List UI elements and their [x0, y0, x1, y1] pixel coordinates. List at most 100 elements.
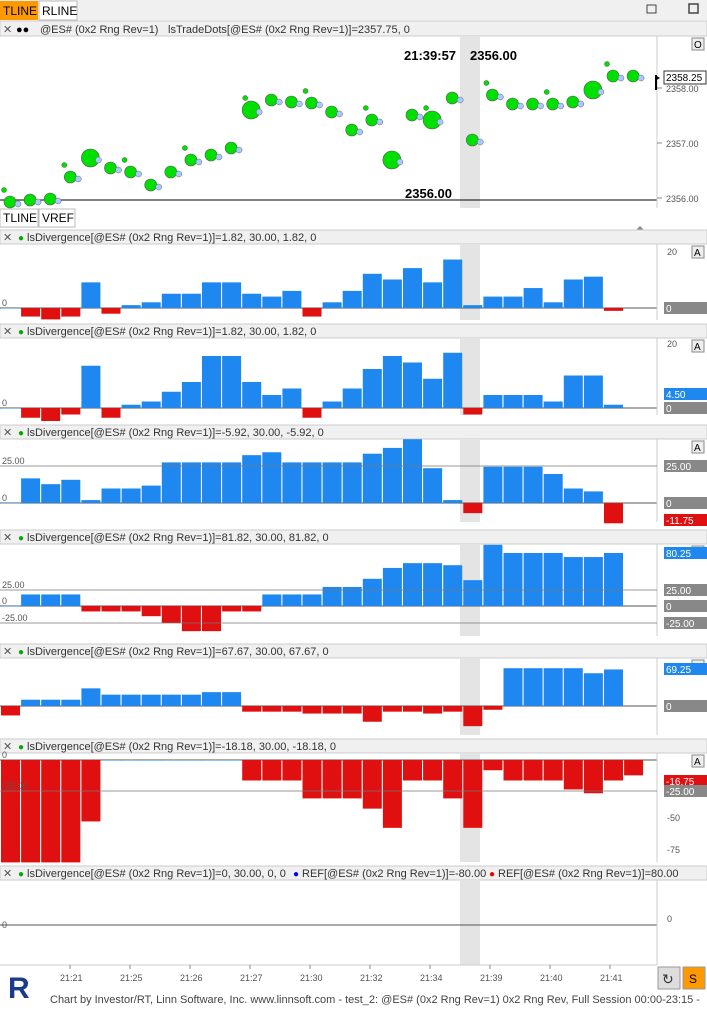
trade-dot: [224, 141, 238, 155]
bar: [362, 706, 382, 722]
maximize-window-icon[interactable]: [688, 3, 699, 14]
pane-title: lsDivergence[@ES# (0x2 Rng Rev=1)]=-18.1…: [27, 741, 336, 753]
scroll-arrow-icon[interactable]: [636, 226, 644, 230]
trade-dot-small: [604, 61, 610, 67]
close-icon[interactable]: ✕: [3, 646, 12, 658]
bar: [322, 760, 342, 799]
a-button-bg[interactable]: [691, 245, 705, 259]
pane-header: [0, 529, 707, 545]
bar: [302, 308, 322, 317]
close-icon[interactable]: ✕: [3, 868, 12, 880]
tab-tline-bottom[interactable]: TLINE: [3, 211, 37, 225]
bar: [1, 760, 20, 863]
bar: [523, 466, 543, 503]
bar: [604, 503, 623, 524]
close-icon[interactable]: ✕: [3, 232, 12, 244]
bar: [181, 694, 201, 706]
trade-dot-small: [416, 113, 424, 121]
value-badge-bg: [664, 497, 707, 509]
bar: [81, 365, 101, 408]
a-button[interactable]: A: [694, 248, 701, 259]
value-badge-bg: [664, 514, 707, 526]
a-button[interactable]: A: [694, 757, 701, 768]
bar: [382, 567, 402, 606]
s-button-bg[interactable]: [682, 966, 706, 990]
value-badge: -11.75: [666, 516, 694, 527]
bar: [161, 462, 181, 503]
a-button-bg[interactable]: [691, 339, 705, 353]
bar: [282, 290, 302, 308]
trade-dot-small: [175, 170, 183, 178]
ref2-label: REF[@ES# (0x2 Rng Rev=1)]=80.00: [498, 868, 679, 880]
study-icon: ●: [18, 742, 24, 753]
close-icon[interactable]: ✕: [3, 326, 12, 338]
x-tick-label: 21:26: [180, 973, 203, 983]
bar: [61, 479, 81, 503]
ref2-icon: ●: [489, 869, 495, 880]
close-icon[interactable]: ✕: [3, 741, 12, 753]
bar: [1, 706, 20, 716]
trade-dot: [606, 69, 620, 83]
bar: [242, 293, 262, 308]
bar: [141, 401, 161, 408]
bar: [483, 466, 503, 503]
price-axis-label: 2356.00: [666, 194, 699, 204]
ref1-label: REF[@ES# (0x2 Rng Rev=1)]=-80.00: [302, 868, 486, 880]
bar: [21, 408, 41, 418]
tab-tline-bottom-bg[interactable]: [0, 208, 39, 228]
bar: [382, 760, 402, 828]
pane-title: lsDivergence[@ES# (0x2 Rng Rev=1)]=-5.92…: [27, 427, 324, 439]
bar: [81, 606, 101, 612]
bar: [563, 760, 583, 790]
trade-dot: [43, 192, 57, 206]
trade-dot: [64, 170, 77, 184]
refresh-button[interactable]: [657, 966, 681, 990]
bar: [262, 760, 282, 781]
bar: [583, 276, 603, 308]
a-button[interactable]: A: [694, 443, 701, 454]
trade-dot-small: [356, 128, 363, 136]
s-button[interactable]: S: [689, 972, 697, 986]
value-badge: 0: [666, 602, 672, 613]
a-button-bg[interactable]: [691, 754, 705, 768]
a-button[interactable]: A: [694, 342, 701, 353]
restore-window-icon[interactable]: [646, 4, 657, 14]
bar: [101, 408, 121, 418]
current-price-box: [663, 70, 707, 85]
tab-vref-bg[interactable]: [38, 208, 76, 228]
dots-icon: ●●: [16, 24, 29, 36]
o-button-bg[interactable]: [691, 37, 705, 51]
bar: [362, 453, 382, 503]
a-button-bg[interactable]: [691, 440, 705, 454]
tab-rline[interactable]: RLINE: [42, 4, 77, 18]
bar: [262, 706, 282, 712]
trade-dot: [506, 97, 519, 111]
x-tick-label: 21:30: [300, 973, 323, 983]
bar: [382, 279, 402, 308]
tab-tline[interactable]: TLINE: [3, 4, 37, 18]
bar: [543, 474, 563, 503]
bar: [222, 760, 242, 761]
bar: [1, 308, 20, 309]
y-tick-label: 25.00: [2, 456, 25, 466]
tab-tline-bg[interactable]: [0, 1, 38, 20]
o-button[interactable]: O: [694, 40, 702, 51]
refresh-icon[interactable]: ↻: [662, 971, 674, 987]
bar: [483, 544, 503, 606]
bar: [443, 352, 463, 408]
bar: [403, 362, 422, 408]
annotation-time: 21:39:57: [404, 48, 456, 63]
close-icon[interactable]: ✕: [3, 24, 12, 36]
value-badge: 80.25: [666, 549, 691, 560]
bar: [423, 282, 443, 308]
bar: [282, 388, 302, 408]
y-tick-label: 0: [2, 920, 7, 930]
value-badge-bg: [664, 547, 707, 559]
close-icon[interactable]: ✕: [3, 532, 12, 544]
trade-dot-small: [34, 198, 42, 206]
bar: [443, 760, 463, 799]
tab-vref[interactable]: VREF: [42, 211, 74, 225]
tab-rline-bg[interactable]: [38, 0, 78, 21]
close-icon[interactable]: ✕: [3, 427, 12, 439]
